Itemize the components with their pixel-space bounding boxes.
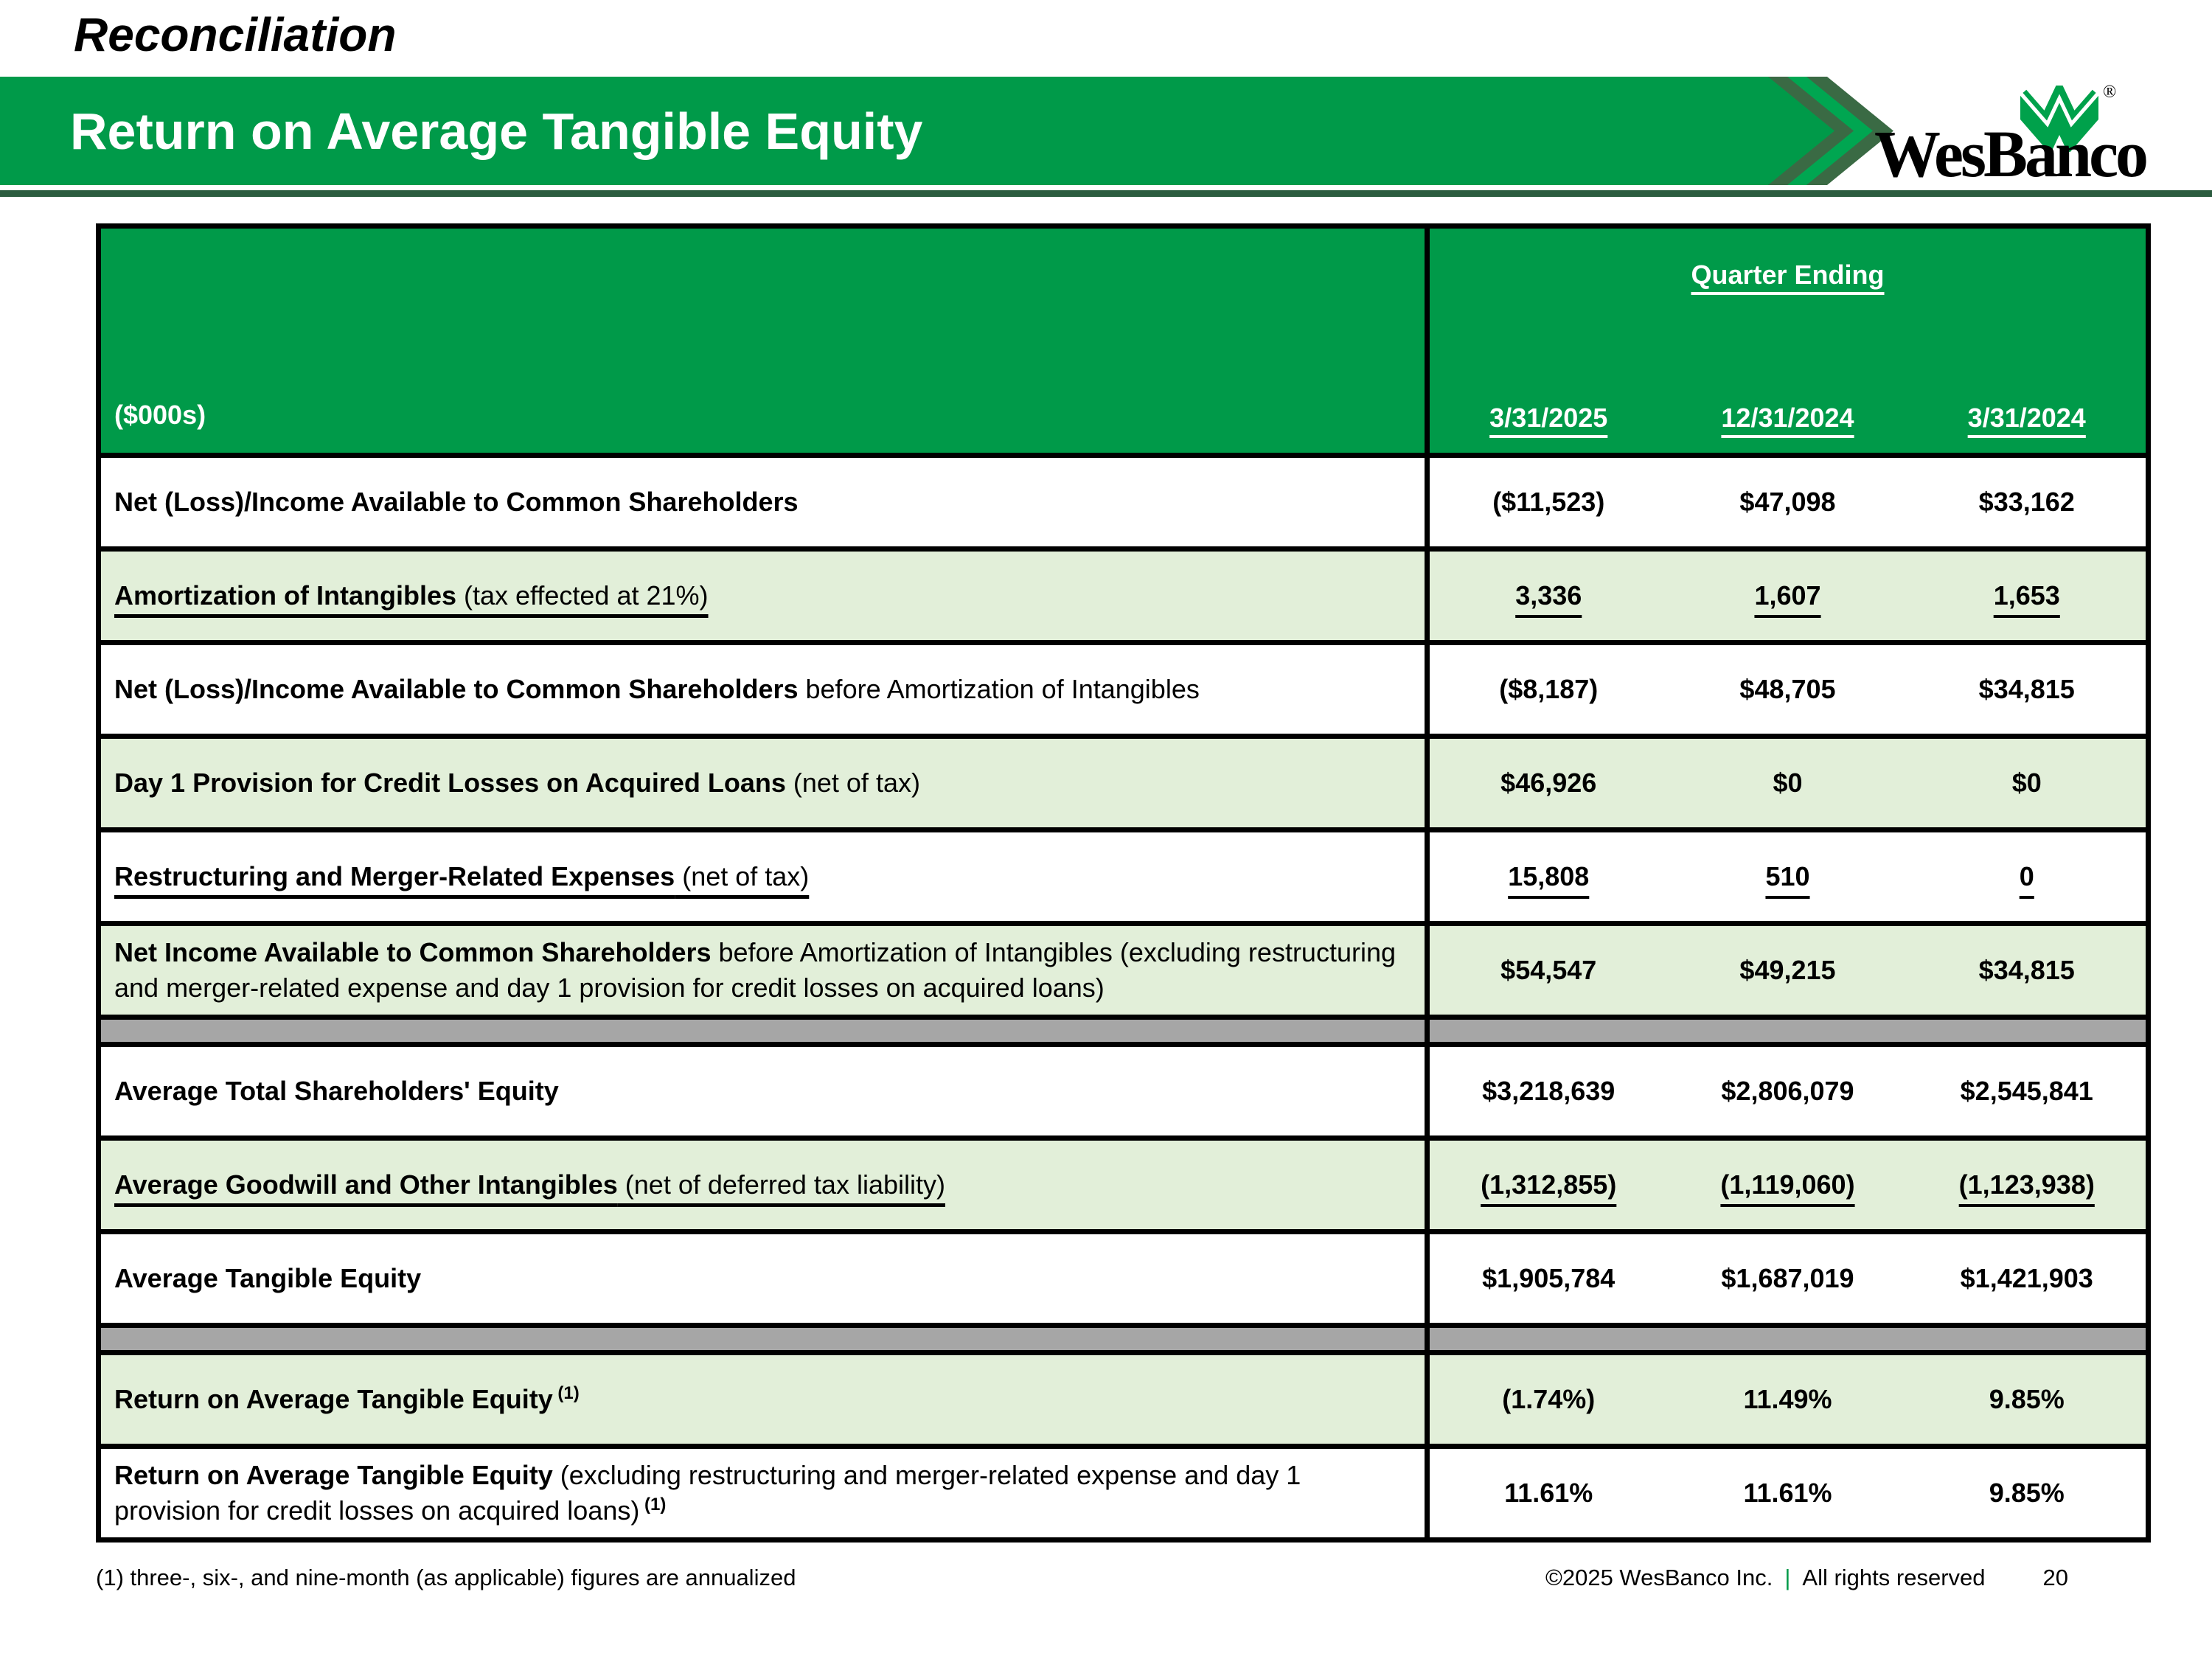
rights-text: All rights reserved [1802,1565,1986,1590]
value-cell: $2,806,079 [1667,1042,1908,1138]
value-cell: 15,808 [1425,827,1668,924]
row-label: Return on Average Tangible Equity (exclu… [98,1444,1427,1540]
value-cell: $34,815 [1907,640,2149,737]
value-cell: $3,218,639 [1425,1042,1668,1138]
footer-right: ©2025 WesBanco Inc. | All rights reserve… [1545,1565,2068,1591]
row-label: Average Tangible Equity [98,1229,1427,1326]
wesbanco-logo-text: WesBanco [1874,118,2149,191]
row-label: Net (Loss)/Income Available to Common Sh… [98,640,1427,737]
footnote-marker: (1) [639,1495,667,1514]
value-cell: $48,705 [1667,640,1908,737]
value-cell: $34,815 [1907,921,2149,1018]
copyright-text: ©2025 WesBanco Inc. [1545,1565,1773,1590]
value-cell: (1,119,060) [1667,1135,1908,1232]
value-cell: (1.74%) [1425,1350,1668,1447]
footnote: (1) three-, six-, and nine-month (as app… [96,1565,796,1590]
spacer-cell [1425,1015,2149,1045]
slide-heading: Return on Average Tangible Equity [70,102,923,160]
value-cell: $2,545,841 [1907,1042,2149,1138]
unit-label: ($000s) [98,226,1427,456]
row-label: Average Total Shareholders' Equity [98,1042,1427,1138]
value-cell: 11.61% [1667,1444,1908,1540]
page-number: 20 [2042,1565,2068,1590]
registered-trademark-symbol: ® [2103,83,2117,102]
row-label: Net Income Available to Common Sharehold… [98,921,1427,1018]
value-cell: 0 [1907,827,2149,924]
header-green-bar [0,77,1837,185]
row-label: Net (Loss)/Income Available to Common Sh… [98,453,1427,549]
row-label: Day 1 Provision for Credit Losses on Acq… [98,734,1427,830]
spacer-row [98,1015,2149,1045]
spacer-cell [98,1015,1427,1045]
footnote-marker: (1) [552,1383,580,1404]
value-cell: 9.85% [1907,1350,2149,1447]
value-cell: ($11,523) [1425,453,1668,549]
table-header: ($000s) Quarter Ending 3/31/2025 12/31/2… [98,226,2149,456]
value-cell: ($8,187) [1425,640,1668,737]
column-header-date: 3/31/2025 [1425,356,1668,456]
table-row: Net (Loss)/Income Available to Common Sh… [98,640,2149,737]
row-label: Amortization of Intangibles (tax effecte… [98,546,1427,643]
table-row: Net Income Available to Common Sharehold… [98,921,2149,1018]
wesbanco-w-icon [2020,86,2098,152]
value-cell: $1,905,784 [1425,1229,1668,1326]
value-cell: 1,607 [1667,546,1908,643]
table-row: Day 1 Provision for Credit Losses on Acq… [98,734,2149,830]
value-cell: (1,123,938) [1907,1135,2149,1232]
value-cell: $0 [1907,734,2149,830]
table-row: Net (Loss)/Income Available to Common Sh… [98,453,2149,549]
value-cell: $49,215 [1667,921,1908,1018]
value-cell: (1,312,855) [1425,1135,1668,1232]
spacer-cell [98,1323,1427,1353]
value-cell: $33,162 [1907,453,2149,549]
footer-divider: | [1784,1565,1791,1590]
table-row: Return on Average Tangible Equity (exclu… [98,1444,2149,1540]
table-body: Net (Loss)/Income Available to Common Sh… [98,453,2149,1540]
spacer-row [98,1323,2149,1353]
table-row: Average Goodwill and Other Intangibles (… [98,1135,2149,1232]
table-row: Return on Average Tangible Equity (1) (1.… [98,1350,2149,1447]
spacer-cell [1425,1323,2149,1353]
value-cell: $1,421,903 [1907,1229,2149,1326]
value-cell: $1,687,019 [1667,1229,1908,1326]
value-cell: 11.61% [1425,1444,1668,1540]
row-label: Restructuring and Merger-Related Expense… [98,827,1427,924]
page-title: Reconciliation [74,8,397,61]
reconciliation-table: ($000s) Quarter Ending 3/31/2025 12/31/2… [96,223,2151,1543]
row-label: Average Goodwill and Other Intangibles (… [98,1135,1427,1232]
value-cell: 1,653 [1907,546,2149,643]
value-cell: $47,098 [1667,453,1908,549]
table-row: Amortization of Intangibles (tax effecte… [98,546,2149,643]
quarter-ending-header: Quarter Ending [1425,226,2149,356]
column-header-date: 12/31/2024 [1667,356,1908,456]
value-cell: 3,336 [1425,546,1668,643]
row-label: Return on Average Tangible Equity (1) [98,1350,1427,1447]
value-cell: 11.49% [1667,1350,1908,1447]
value-cell: 510 [1667,827,1908,924]
value-cell: $54,547 [1425,921,1668,1018]
value-cell: $0 [1667,734,1908,830]
table-row: Average Tangible Equity $1,905,784 $1,687,… [98,1229,2149,1326]
table-row: Average Total Shareholders' Equity $3,218… [98,1042,2149,1138]
value-cell: 9.85% [1907,1444,2149,1540]
column-header-date: 3/31/2024 [1907,356,2149,456]
header-divider-rule [0,190,2212,197]
value-cell: $46,926 [1425,734,1668,830]
table-row: Restructuring and Merger-Related Expense… [98,827,2149,924]
